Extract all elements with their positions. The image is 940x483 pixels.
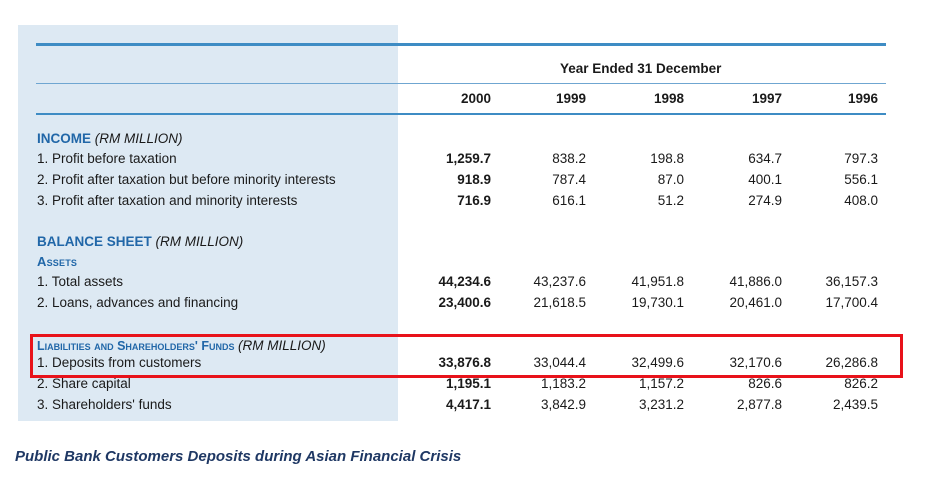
- liabilities-title: Liabilities and Shareholders' Funds: [37, 339, 235, 353]
- income-row-label: 3. Profit after taxation and minority in…: [37, 193, 298, 208]
- liabilities-row-value: 2,877.8: [736, 397, 782, 412]
- income-row-value: 198.8: [650, 151, 684, 166]
- income-row-value: 918.9: [457, 172, 491, 187]
- year-header-3: 1997: [751, 91, 782, 106]
- balance-row-label: 1. Total assets: [37, 274, 124, 289]
- balance-row-value: 44,234.6: [438, 274, 491, 289]
- liabilities-row-value: 2,439.5: [832, 397, 878, 412]
- liabilities-unit: (RM MILLION): [238, 338, 326, 353]
- assets-subheading: Assets: [37, 254, 78, 269]
- balance-row-value: 20,461.0: [729, 295, 782, 310]
- liabilities-row-value: 826.2: [844, 376, 878, 391]
- liabilities-row-value: 33,876.8: [438, 355, 491, 370]
- liabilities-row-value: 26,286.8: [825, 355, 878, 370]
- income-row-value: 51.2: [657, 193, 684, 208]
- balance-row-label: 2. Loans, advances and financing: [37, 295, 239, 310]
- income-row-value: 716.9: [457, 193, 491, 208]
- balance-row-value: 41,951.8: [631, 274, 684, 289]
- income-row-value: 87.0: [657, 172, 684, 187]
- income-row-value: 616.1: [552, 193, 586, 208]
- balance-section-title: BALANCE SHEET (RM MILLION): [37, 234, 243, 250]
- year-header-0: 2000: [460, 91, 491, 106]
- balance-unit: (RM MILLION): [155, 234, 244, 249]
- income-row-value: 408.0: [844, 193, 878, 208]
- period-heading: Year Ended 31 December: [560, 61, 722, 76]
- liabilities-row-value: 32,170.6: [729, 355, 782, 370]
- period-rule: [36, 83, 886, 84]
- income-row-value: 400.1: [748, 172, 782, 187]
- top-rule: [36, 43, 886, 46]
- liabilities-row-value: 33,044.4: [533, 355, 586, 370]
- income-row-value: 797.3: [844, 151, 878, 166]
- liabilities-row-label: 3. Shareholders' funds: [37, 397, 172, 412]
- liabilities-row-value: 32,499.6: [631, 355, 684, 370]
- year-rule: [36, 113, 886, 115]
- year-header-2: 1998: [653, 91, 684, 106]
- liabilities-row-value: 1,183.2: [540, 376, 586, 391]
- figure-caption: Public Bank Customers Deposits during As…: [15, 448, 462, 465]
- income-row-label: 1. Profit before taxation: [37, 151, 177, 166]
- income-row-value: 838.2: [552, 151, 586, 166]
- income-row-value: 634.7: [748, 151, 782, 166]
- balance-row-value: 36,157.3: [825, 274, 878, 289]
- year-header-4: 1996: [847, 91, 878, 106]
- liabilities-row-value: 1,157.2: [638, 376, 684, 391]
- year-header-1: 1999: [555, 91, 586, 106]
- label-column-panel: [18, 25, 398, 421]
- liabilities-row-value: 3,231.2: [638, 397, 684, 412]
- liabilities-row-value: 4,417.1: [445, 397, 491, 412]
- income-row-value: 787.4: [552, 172, 586, 187]
- liabilities-row-label: 1. Deposits from customers: [37, 355, 202, 370]
- liabilities-row-label: 2. Share capital: [37, 376, 131, 391]
- balance-row-value: 43,237.6: [533, 274, 586, 289]
- income-row-value: 556.1: [844, 172, 878, 187]
- balance-row-value: 41,886.0: [729, 274, 782, 289]
- liabilities-row-value: 826.6: [748, 376, 782, 391]
- income-title: INCOME: [37, 131, 91, 146]
- income-unit: (RM MILLION): [94, 131, 183, 146]
- income-row-value: 1,259.7: [445, 151, 491, 166]
- balance-row-value: 23,400.6: [438, 295, 491, 310]
- income-row-value: 274.9: [748, 193, 782, 208]
- deposits-highlight-box: [30, 334, 903, 378]
- income-section-title: INCOME (RM MILLION): [37, 131, 183, 147]
- balance-row-value: 17,700.4: [825, 295, 878, 310]
- income-row-label: 2. Profit after taxation but before mino…: [37, 172, 336, 187]
- liabilities-row-value: 1,195.1: [445, 376, 491, 391]
- liabilities-row-value: 3,842.9: [540, 397, 586, 412]
- balance-row-value: 19,730.1: [631, 295, 684, 310]
- balance-row-value: 21,618.5: [533, 295, 586, 310]
- balance-title: BALANCE SHEET: [37, 234, 152, 249]
- liabilities-section-title: Liabilities and Shareholders' Funds (RM …: [37, 338, 326, 354]
